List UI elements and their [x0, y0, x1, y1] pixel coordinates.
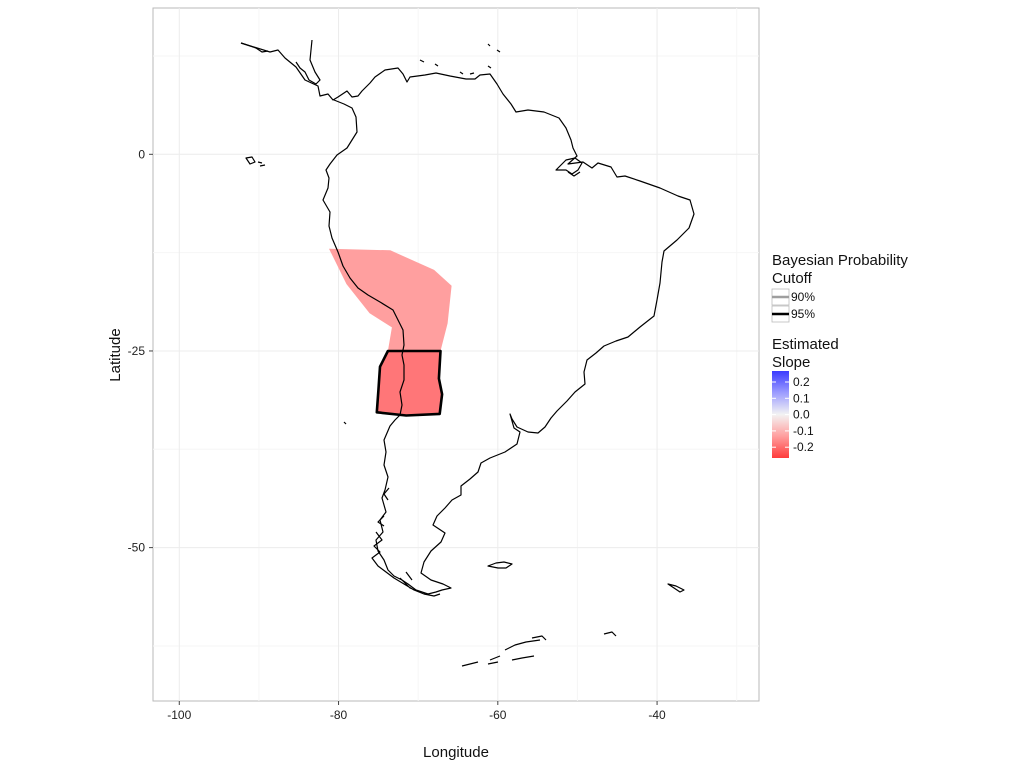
- plot-panel: [152, 7, 760, 702]
- falkland-islands: [487, 561, 513, 569]
- south-georgia-island: [667, 583, 685, 593]
- caribbean-islands: [419, 43, 501, 75]
- antarctic-peninsula-fragments: [461, 631, 617, 667]
- galapagos-islands: [245, 156, 266, 167]
- axis-ticks: -100 -80 -60 -40 0 -25 -50: [128, 147, 666, 722]
- y-axis-title: Latitude: [107, 328, 124, 381]
- cutoff-legend-item: 90%: [771, 288, 815, 306]
- slope-legend-label: 0.2: [793, 375, 810, 389]
- slope-region-band-north: [329, 248, 452, 351]
- cutoff-legend-title: Cutoff: [772, 270, 813, 287]
- x-tick-label: -60: [489, 708, 507, 722]
- x-tick-label: -100: [167, 708, 191, 722]
- x-axis-title: Longitude: [423, 744, 489, 761]
- marajo-island: [555, 157, 583, 177]
- south-america-outline: [240, 42, 695, 595]
- slope-legend-label: 0.0: [793, 408, 810, 422]
- y-tick-label: 0: [138, 147, 145, 161]
- slope-regions: [329, 248, 452, 417]
- slope-legend-title: Estimated: [772, 336, 839, 353]
- x-tick-label: -40: [648, 708, 666, 722]
- tierra-del-fuego-islands: [371, 487, 441, 597]
- y-tick-label: -50: [128, 541, 146, 555]
- slope-legend-title: Slope: [772, 354, 810, 371]
- cutoff-legend-label: 95%: [791, 307, 815, 321]
- slope-colorbar: [772, 371, 789, 458]
- cutoff-legend-item: 95%: [771, 305, 815, 323]
- chilean-offshore-island: [343, 421, 347, 425]
- cutoff-legend-label: 90%: [791, 290, 815, 304]
- slope-legend-label: 0.1: [793, 391, 810, 405]
- slope-legend-label: -0.1: [793, 424, 814, 438]
- x-tick-label: -80: [330, 708, 348, 722]
- coastline: [240, 39, 695, 667]
- slope-region-band-south: [375, 349, 444, 417]
- cutoff-legend-title: Bayesian Probability: [772, 252, 908, 269]
- central-america-outline: [240, 39, 321, 85]
- slope-legend-label: -0.2: [793, 440, 814, 454]
- y-tick-label: -25: [128, 344, 146, 358]
- gridlines: [153, 8, 759, 701]
